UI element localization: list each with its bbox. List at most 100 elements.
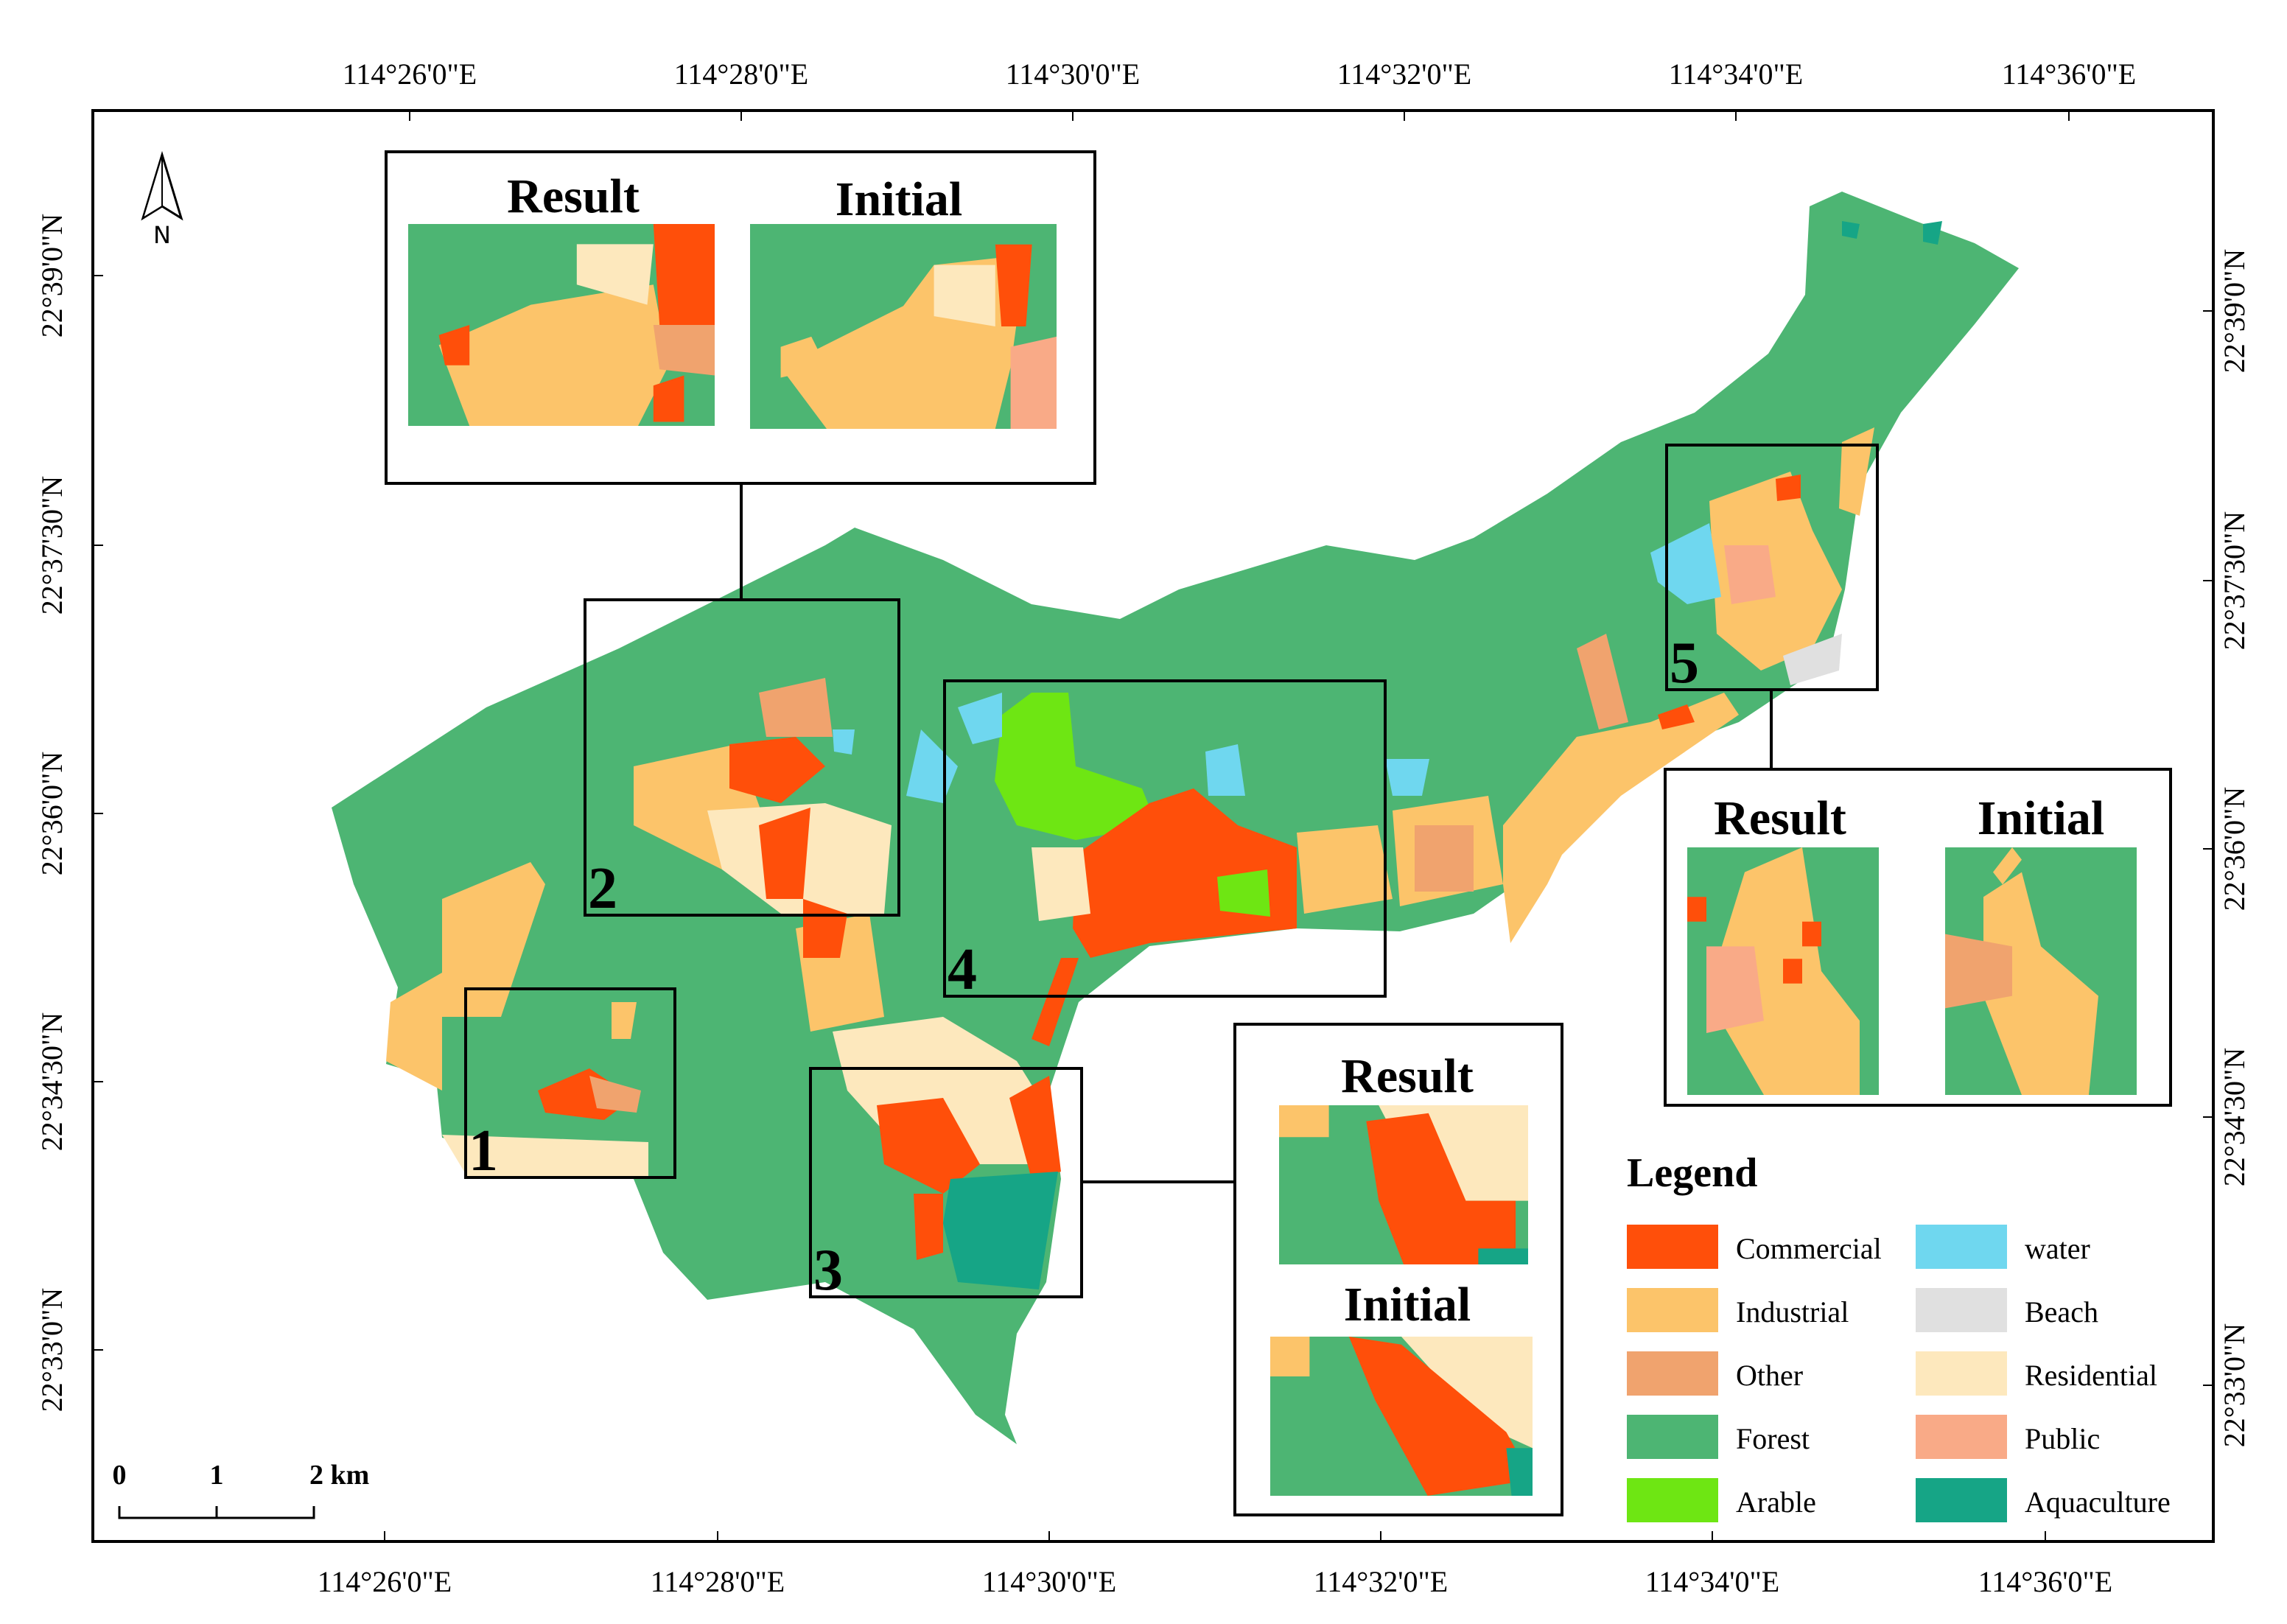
right-coord-label: 22°39'0"N [2218,249,2251,373]
land-use-patch [877,1098,980,1194]
north-arrow-half [141,154,163,220]
land-use-patch [729,737,825,803]
left-coord-label: 22°36'0"N [35,752,69,875]
top-coord-label: 114°36'0"E [2002,57,2136,91]
land-use-patch [1205,744,1245,796]
land-use-patch [1839,427,1874,516]
study-box-number: 1 [469,1119,498,1183]
inset-patch [1010,336,1057,429]
study-box-number: 2 [588,856,617,921]
study-box-number: 5 [1670,631,1699,696]
inset-patch [1945,934,2012,1009]
bottom-coord-label: 114°32'0"E [1314,1565,1448,1598]
land-use-patch [1415,825,1474,892]
bottom-coord-label: 114°26'0"E [318,1565,452,1598]
land-use-patch [1783,634,1842,685]
inset-patch [438,325,470,365]
inset-patch [1478,1248,1528,1264]
inset-patch [653,224,715,325]
land-use-patch [589,1076,641,1113]
inset-patch [1279,1105,1329,1138]
land-use-patch [759,678,833,737]
left-coord-label: 22°37'30"N [35,476,69,615]
inset-patch [653,375,684,422]
bottom-coord-label: 114°34'0"E [1645,1565,1779,1598]
right-coord-label: 22°37'30"N [2218,511,2251,650]
inset-patch [1706,946,1764,1033]
land-use-patch [1217,869,1270,917]
land-use-patch [914,1194,943,1260]
inset-patch [1270,1337,1310,1376]
legend-label: water [2025,1232,2090,1265]
legend-label: Beach [2025,1295,2098,1329]
legend-label: Aquaculture [2025,1485,2171,1519]
legend-label: Arable [1736,1485,1816,1519]
legend-title: Legend [1627,1150,1757,1196]
inset-patch [934,265,995,326]
land-use-patch [442,862,545,1017]
inset-title: Initial [1344,1278,1471,1331]
land-use-patch [1776,475,1801,501]
north-label: N [153,221,171,249]
map-frame [91,109,2215,1543]
legend-swatch [1627,1225,1718,1269]
left-coord-label: 22°34'30"N [35,1012,69,1151]
scale-label: 2 km [309,1460,369,1491]
land-use-patch [1297,825,1393,914]
legend-swatch [1627,1351,1718,1396]
land-use-patch [1503,693,1739,943]
inset-patch [1348,1337,1533,1496]
top-coord-label: 114°30'0"E [1006,57,1140,91]
legend-swatch [1627,1478,1718,1522]
legend-label: Public [2025,1422,2100,1455]
inset-title: Result [507,169,640,223]
top-coord-label: 114°26'0"E [343,57,477,91]
inset-patch [653,325,715,376]
left-coord-label: 22°33'0"N [35,1288,69,1412]
inset-patch [1506,1448,1533,1496]
inset-patch [995,244,1032,326]
legend-swatch [1627,1288,1718,1332]
study-box [464,987,676,1179]
bottom-coord-label: 114°28'0"E [651,1565,785,1598]
land-use-patch [1658,704,1695,729]
bottom-coord-label: 114°36'0"E [1978,1565,2112,1598]
right-coord-label: 22°36'0"N [2218,787,2251,911]
land-use-patch [1032,958,1079,1046]
land-use-patch [1073,788,1297,958]
legend-label: Industrial [1736,1295,1849,1329]
inset-patch [1983,872,2098,1095]
inset-patch [576,244,654,305]
inset-patch [1783,959,1802,984]
land-use-patch [1385,759,1429,796]
legend-label: Commercial [1736,1232,1882,1265]
bottom-coord-label: 114°30'0"E [982,1565,1116,1598]
inset-patch [780,336,827,378]
land-use-patch [442,1135,648,1179]
legend-swatch [1916,1415,2007,1459]
scale-label: 1 [210,1460,224,1491]
top-coord-label: 114°34'0"E [1669,57,1803,91]
land-use-patch [386,973,442,1091]
inset-patch [1401,1337,1533,1449]
land-use-patch [958,693,1002,744]
land-use-patch [833,729,855,755]
land-use-patch [1009,1076,1061,1179]
land-use-patch [1709,472,1842,671]
legend-swatch [1916,1351,2007,1396]
inset-patch [1366,1113,1516,1264]
inset-patch [438,284,669,426]
legend-label: Forest [1736,1422,1810,1455]
aquaculture-patch [1923,221,1942,245]
study-box-number: 3 [813,1238,843,1303]
land-use-patch [759,808,810,899]
inset-title: Result [1714,791,1846,845]
left-coord-label: 22°39'0"N [35,214,69,337]
inset-title: Result [1341,1049,1474,1103]
scale-bar [118,1506,315,1519]
land-use-patch [1032,847,1090,921]
inset-patch [1802,921,1821,947]
inset-patch [1687,897,1706,922]
inset-patch [1993,847,2022,885]
